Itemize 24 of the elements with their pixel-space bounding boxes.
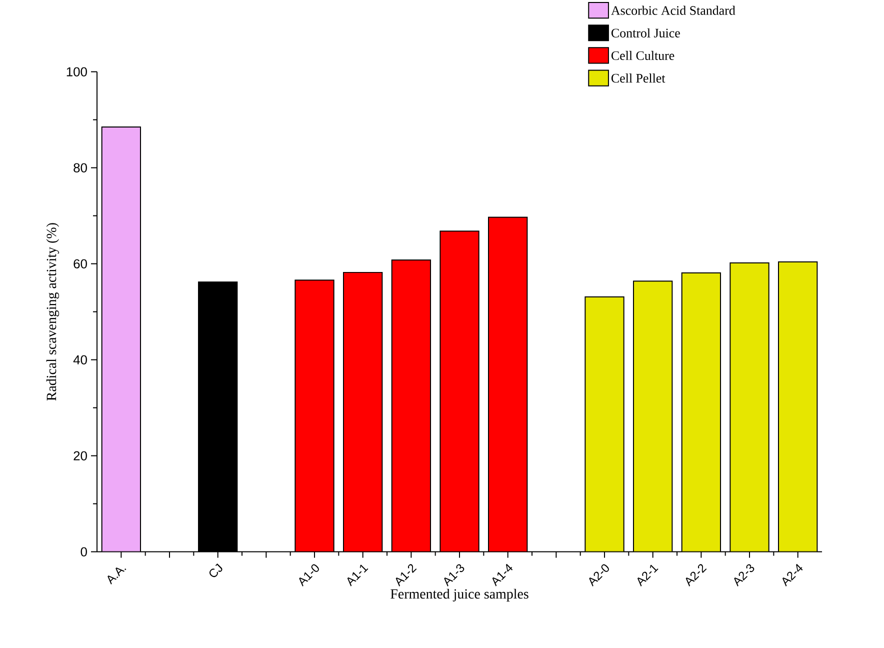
legend-label: Cell Pellet xyxy=(611,74,666,83)
y-tick-label: 0 xyxy=(80,547,87,556)
bar xyxy=(488,216,528,552)
bar xyxy=(344,272,382,552)
y-tick-label: 20 xyxy=(74,451,87,460)
y-tick-label: 100 xyxy=(66,67,87,76)
y-tick-label: 80 xyxy=(74,163,87,172)
legend-label: Ascorbic Acid Standard xyxy=(611,6,736,15)
bar xyxy=(585,297,624,552)
bar xyxy=(440,231,479,552)
x-axis-title: Fermented juice samples xyxy=(390,588,528,602)
bar xyxy=(295,280,334,552)
bar xyxy=(778,261,818,552)
bar xyxy=(392,260,431,552)
bar xyxy=(634,281,672,552)
y-tick-label: 60 xyxy=(74,259,87,268)
x-tick-label: A.A. xyxy=(108,568,126,585)
legend-label: Cell Culture xyxy=(611,51,674,60)
y-tick-label: 40 xyxy=(73,355,87,364)
legend-label: Control Juice xyxy=(611,28,680,38)
y-axis-title: Radical scavenging activity (%) xyxy=(46,223,60,401)
bar xyxy=(730,262,769,552)
bar xyxy=(682,273,721,552)
x-tick-label: CJ xyxy=(209,564,222,578)
